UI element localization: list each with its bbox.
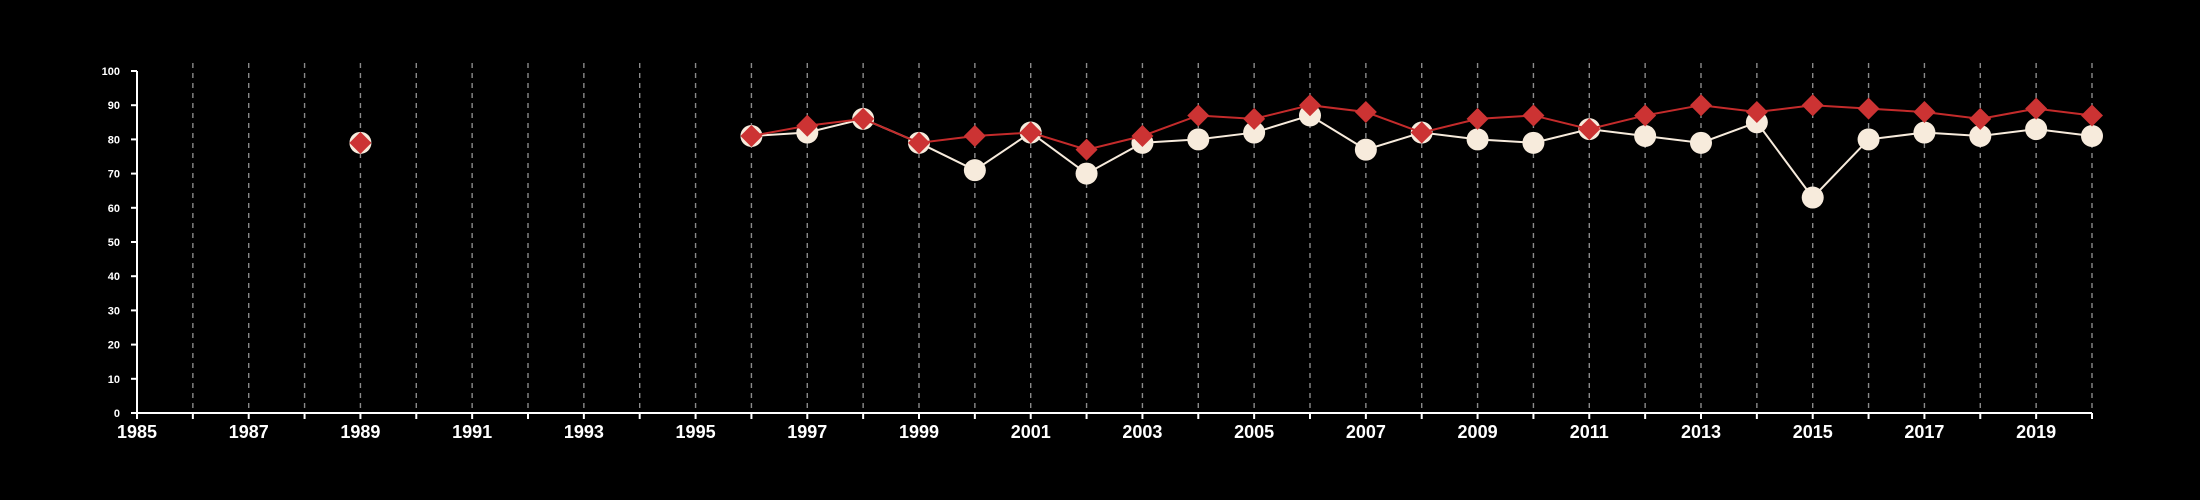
data-point-circle [1243, 121, 1266, 144]
x-tick-label: 2001 [1011, 422, 1051, 442]
x-tick-label: 2011 [1570, 422, 1609, 442]
y-tick-label: 50 [108, 237, 120, 249]
x-tick-label: 2015 [1793, 422, 1833, 442]
data-point-diamond [1801, 94, 1824, 117]
data-point-diamond [1857, 97, 1880, 120]
data-point-circle [1075, 162, 1098, 185]
x-tick-label: 2017 [1904, 422, 1944, 442]
data-point-circle [1187, 128, 1210, 151]
data-point-diamond [1969, 107, 1992, 130]
x-tick-label: 1991 [452, 422, 492, 442]
data-point-diamond [852, 107, 875, 130]
data-point-diamond [1299, 94, 1321, 117]
data-point-circle [1857, 128, 1880, 151]
y-tick-label: 100 [102, 66, 120, 78]
x-tick-label: 1989 [340, 422, 380, 442]
y-tick-label: 10 [108, 374, 120, 386]
x-tick-label: 1987 [229, 422, 269, 442]
data-point-diamond [1913, 101, 1936, 124]
x-tick-label: 2007 [1346, 422, 1386, 442]
grid-lines [192, 63, 2093, 413]
data-point-circle [1466, 128, 1489, 151]
data-point-diamond [1745, 101, 1768, 124]
x-tick-label: 1985 [117, 422, 157, 442]
x-tick-label: 1993 [564, 422, 604, 442]
data-point-diamond [1243, 107, 1266, 130]
series-layer [349, 94, 2103, 209]
data-point-circle [1690, 131, 1712, 154]
data-point-circle [1522, 131, 1545, 154]
y-tick-label: 20 [108, 340, 120, 352]
data-point-diamond [740, 124, 763, 147]
data-point-diamond [1354, 101, 1377, 124]
data-point-diamond [1522, 104, 1545, 127]
data-point-diamond [2025, 97, 2048, 120]
data-point-diamond [1187, 104, 1210, 127]
x-tick-label: 1999 [899, 422, 939, 442]
series-diamond [349, 94, 2103, 161]
data-point-circle [2025, 118, 2048, 141]
data-point-diamond [1410, 121, 1433, 144]
data-point-diamond [963, 124, 986, 147]
x-tick-label: 2003 [1122, 422, 1162, 442]
x-tick-label: 2013 [1681, 422, 1721, 442]
data-point-diamond [1131, 124, 1154, 147]
x-tick-label: 1997 [787, 422, 827, 442]
x-tick-label: 2009 [1458, 422, 1498, 442]
y-tick-label: 40 [108, 271, 120, 283]
data-point-diamond [1578, 118, 1601, 141]
data-point-circle [1969, 124, 1992, 147]
data-point-circle [2081, 124, 2103, 147]
data-point-diamond [1466, 107, 1489, 130]
y-tick-label: 70 [108, 169, 120, 181]
data-point-circle [1634, 124, 1657, 147]
y-tick-label: 80 [108, 134, 120, 146]
x-tick-label: 2019 [2016, 422, 2056, 442]
series-circle [349, 104, 2103, 209]
y-tick-label: 60 [108, 203, 120, 215]
data-point-diamond [1019, 121, 1042, 144]
data-point-diamond [1634, 104, 1657, 127]
axes: 0 10 20 30 40 50 60 70 80 90 100 1985 1987 1989 1991 19… [102, 66, 2093, 442]
data-point-diamond [1690, 94, 1712, 117]
data-point-diamond [2081, 104, 2103, 127]
x-tick-label: 1995 [676, 422, 716, 442]
data-point-circle [1801, 186, 1824, 209]
y-tick-label: 90 [108, 100, 120, 112]
y-tick-label: 30 [108, 305, 120, 317]
data-point-diamond [908, 131, 930, 154]
x-tick-label: 2005 [1234, 422, 1274, 442]
data-point-diamond [796, 114, 819, 137]
y-tick-label: 0 [114, 408, 120, 420]
data-point-circle [1913, 121, 1936, 144]
data-point-diamond [1075, 138, 1098, 161]
data-point-circle [963, 159, 986, 182]
data-point-circle [1354, 138, 1377, 161]
data-point-diamond [349, 131, 372, 154]
